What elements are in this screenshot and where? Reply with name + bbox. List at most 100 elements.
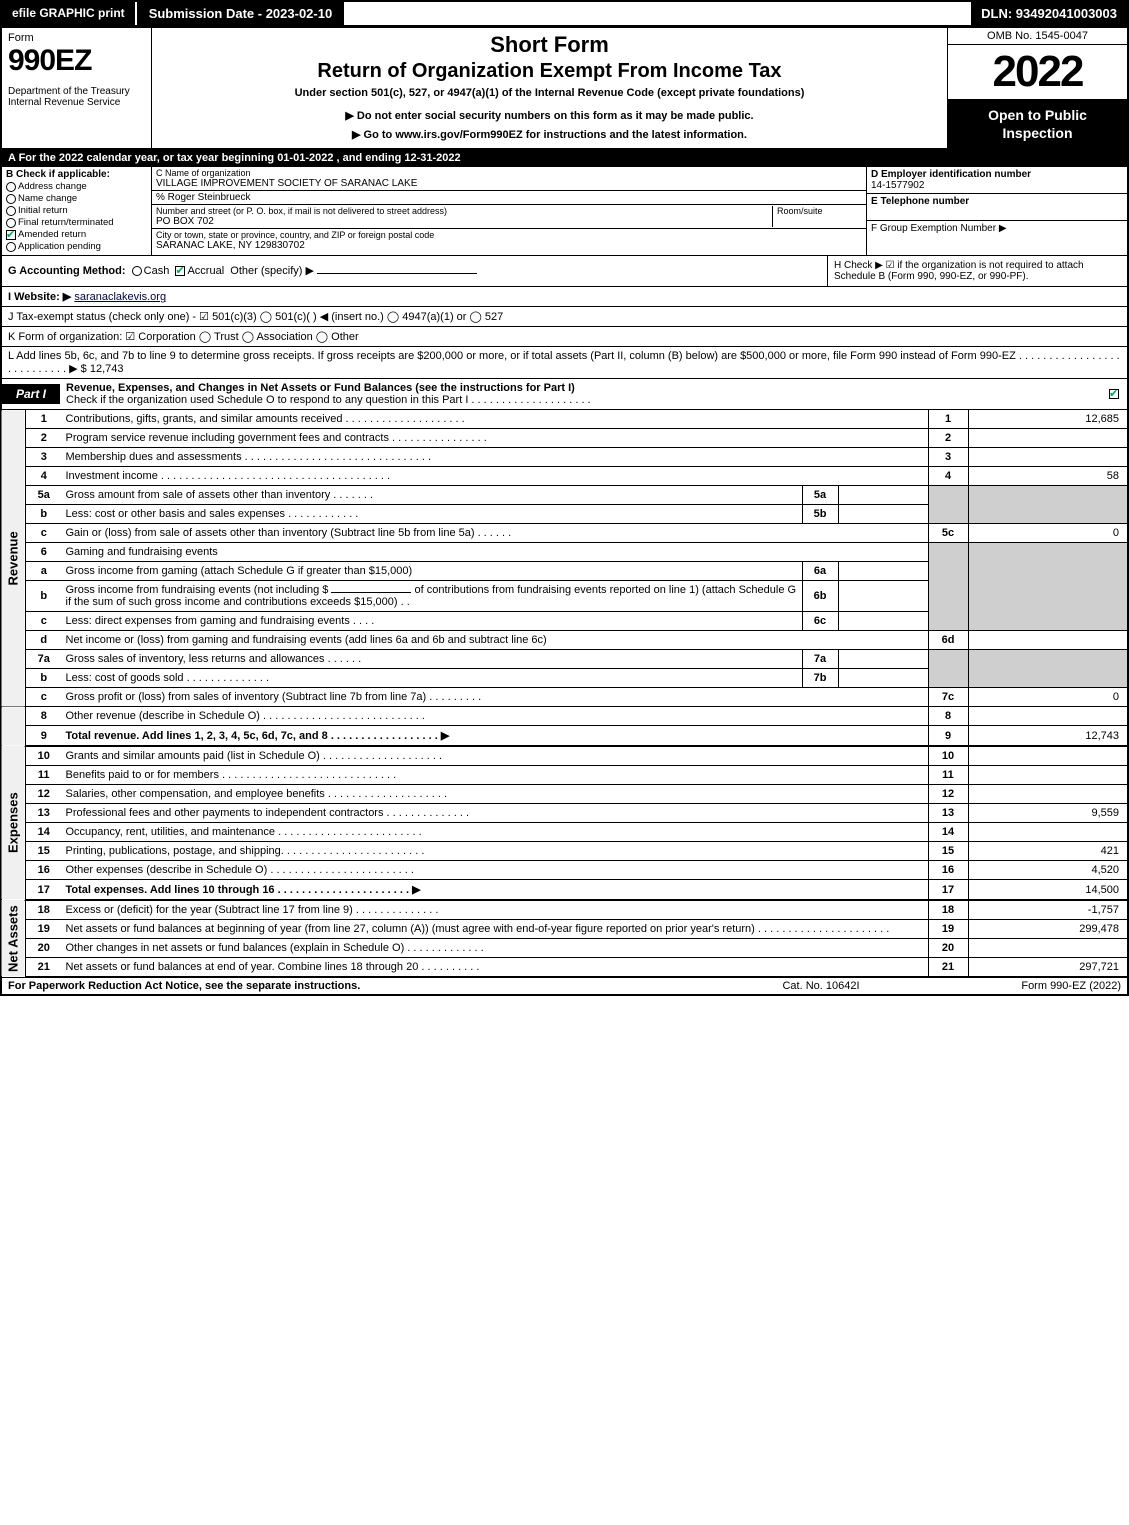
efile-print-button[interactable]: efile GRAPHIC print — [2, 2, 137, 25]
num-17: 17 — [928, 880, 968, 901]
ein-value: 14-1577902 — [871, 180, 1123, 191]
b-opt-0: Address change — [18, 181, 87, 192]
sub-6c: 6c — [802, 612, 838, 631]
ln-1: 1 — [26, 410, 62, 429]
part-i-header: Part I Revenue, Expenses, and Changes in… — [0, 379, 1129, 410]
chk-accrual[interactable] — [175, 266, 185, 276]
ln-6b: b — [26, 581, 62, 612]
amt-11 — [968, 766, 1128, 785]
num-4: 4 — [928, 467, 968, 486]
website-link[interactable]: saranaclakevis.org — [74, 291, 166, 303]
section-bcd: B Check if applicable: Address change Na… — [0, 167, 1129, 256]
amt-4: 58 — [968, 467, 1128, 486]
desc-6c: Less: direct expenses from gaming and fu… — [62, 612, 803, 631]
amt-12 — [968, 785, 1128, 804]
desc-1: Contributions, gifts, grants, and simila… — [62, 410, 929, 429]
amt-6d — [968, 631, 1128, 650]
amt-2 — [968, 429, 1128, 448]
g-cash: Cash — [144, 265, 170, 277]
short-form-title: Short Form — [160, 32, 939, 58]
desc-3: Membership dues and assessments . . . . … — [62, 448, 929, 467]
form-header: Form 990EZ Department of the Treasury In… — [0, 28, 1129, 150]
desc-6: Gaming and fundraising events — [62, 543, 929, 562]
ln-3: 3 — [26, 448, 62, 467]
amt-19: 299,478 — [968, 920, 1128, 939]
ln-19: 19 — [26, 920, 62, 939]
chk-amended-return[interactable]: Amended return — [6, 229, 147, 240]
care-of: % Roger Steinbrueck — [156, 192, 862, 203]
sub-7a: 7a — [802, 650, 838, 669]
i-label: I Website: ▶ — [8, 291, 71, 303]
room-label: Room/suite — [777, 206, 862, 216]
ln-12: 12 — [26, 785, 62, 804]
group-exemption: F Group Exemption Number ▶ — [871, 223, 1123, 234]
amt-10 — [968, 746, 1128, 766]
row-l: L Add lines 5b, 6c, and 7b to line 9 to … — [0, 347, 1129, 379]
part-i-check-note: Check if the organization used Schedule … — [66, 394, 591, 406]
org-name: VILLAGE IMPROVEMENT SOCIETY OF SARANAC L… — [156, 178, 862, 189]
ln-18: 18 — [26, 900, 62, 920]
footer-center: Cat. No. 10642I — [721, 980, 921, 992]
desc-12: Salaries, other compensation, and employ… — [62, 785, 929, 804]
ln-5a: 5a — [26, 486, 62, 505]
chk-address-change[interactable]: Address change — [6, 181, 147, 192]
num-14: 14 — [928, 823, 968, 842]
note-link-text[interactable]: ▶ Go to www.irs.gov/Form990EZ for instru… — [352, 129, 747, 141]
g-other-input[interactable] — [317, 273, 477, 274]
num-2: 2 — [928, 429, 968, 448]
part-i-tab: Part I — [2, 384, 60, 404]
b-header: B Check if applicable: — [6, 169, 147, 180]
desc-6a: Gross income from gaming (attach Schedul… — [62, 562, 803, 581]
num-11: 11 — [928, 766, 968, 785]
amt-5c: 0 — [968, 524, 1128, 543]
chk-application-pending[interactable]: Application pending — [6, 241, 147, 252]
b-opt-4: Amended return — [18, 229, 86, 240]
part-i-title-text: Revenue, Expenses, and Changes in Net As… — [66, 382, 575, 394]
submission-date: Submission Date - 2023-02-10 — [137, 2, 345, 25]
side-netassets: Net Assets — [1, 900, 26, 977]
tel-label: E Telephone number — [871, 196, 1123, 207]
chk-name-change[interactable]: Name change — [6, 193, 147, 204]
chk-initial-return[interactable]: Initial return — [6, 205, 147, 216]
chk-final-return[interactable]: Final return/terminated — [6, 217, 147, 228]
ln-7c: c — [26, 688, 62, 707]
b-opt-2: Initial return — [18, 205, 68, 216]
6b-blank[interactable] — [331, 592, 411, 593]
l-text: L Add lines 5b, 6c, and 7b to line 9 to … — [8, 350, 1120, 375]
form-number: 990EZ — [8, 44, 145, 78]
grey-6 — [928, 543, 968, 631]
ln-11: 11 — [26, 766, 62, 785]
ln-6d: d — [26, 631, 62, 650]
ln-8: 8 — [26, 707, 62, 726]
ln-14: 14 — [26, 823, 62, 842]
grey-5 — [928, 486, 968, 524]
desc-16: Other expenses (describe in Schedule O) … — [62, 861, 929, 880]
num-18: 18 — [928, 900, 968, 920]
desc-17-text: Total expenses. Add lines 10 through 16 … — [66, 884, 421, 896]
efile-label: efile GRAPHIC print — [12, 6, 125, 20]
desc-14: Occupancy, rent, utilities, and maintena… — [62, 823, 929, 842]
ln-6a: a — [26, 562, 62, 581]
subval-5a — [838, 486, 928, 505]
desc-6b-1: Gross income from fundraising events (no… — [66, 584, 329, 596]
g-other: Other (specify) ▶ — [230, 265, 314, 277]
ln-5b: b — [26, 505, 62, 524]
num-20: 20 — [928, 939, 968, 958]
amt-16: 4,520 — [968, 861, 1128, 880]
desc-13: Professional fees and other payments to … — [62, 804, 929, 823]
part-i-checkbox[interactable] — [1103, 385, 1127, 403]
ln-10: 10 — [26, 746, 62, 766]
subval-7a — [838, 650, 928, 669]
chk-cash[interactable] — [132, 266, 142, 276]
main-title: Return of Organization Exempt From Incom… — [160, 60, 939, 83]
num-8: 8 — [928, 707, 968, 726]
subtitle: Under section 501(c), 527, or 4947(a)(1)… — [160, 87, 939, 99]
num-16: 16 — [928, 861, 968, 880]
desc-6d: Net income or (loss) from gaming and fun… — [62, 631, 929, 650]
row-a-tax-year: A For the 2022 calendar year, or tax yea… — [0, 150, 1129, 167]
subval-5b — [838, 505, 928, 524]
col-b: B Check if applicable: Address change Na… — [2, 167, 152, 255]
amt-14 — [968, 823, 1128, 842]
city-label: City or town, state or province, country… — [156, 230, 862, 240]
num-9: 9 — [928, 726, 968, 747]
